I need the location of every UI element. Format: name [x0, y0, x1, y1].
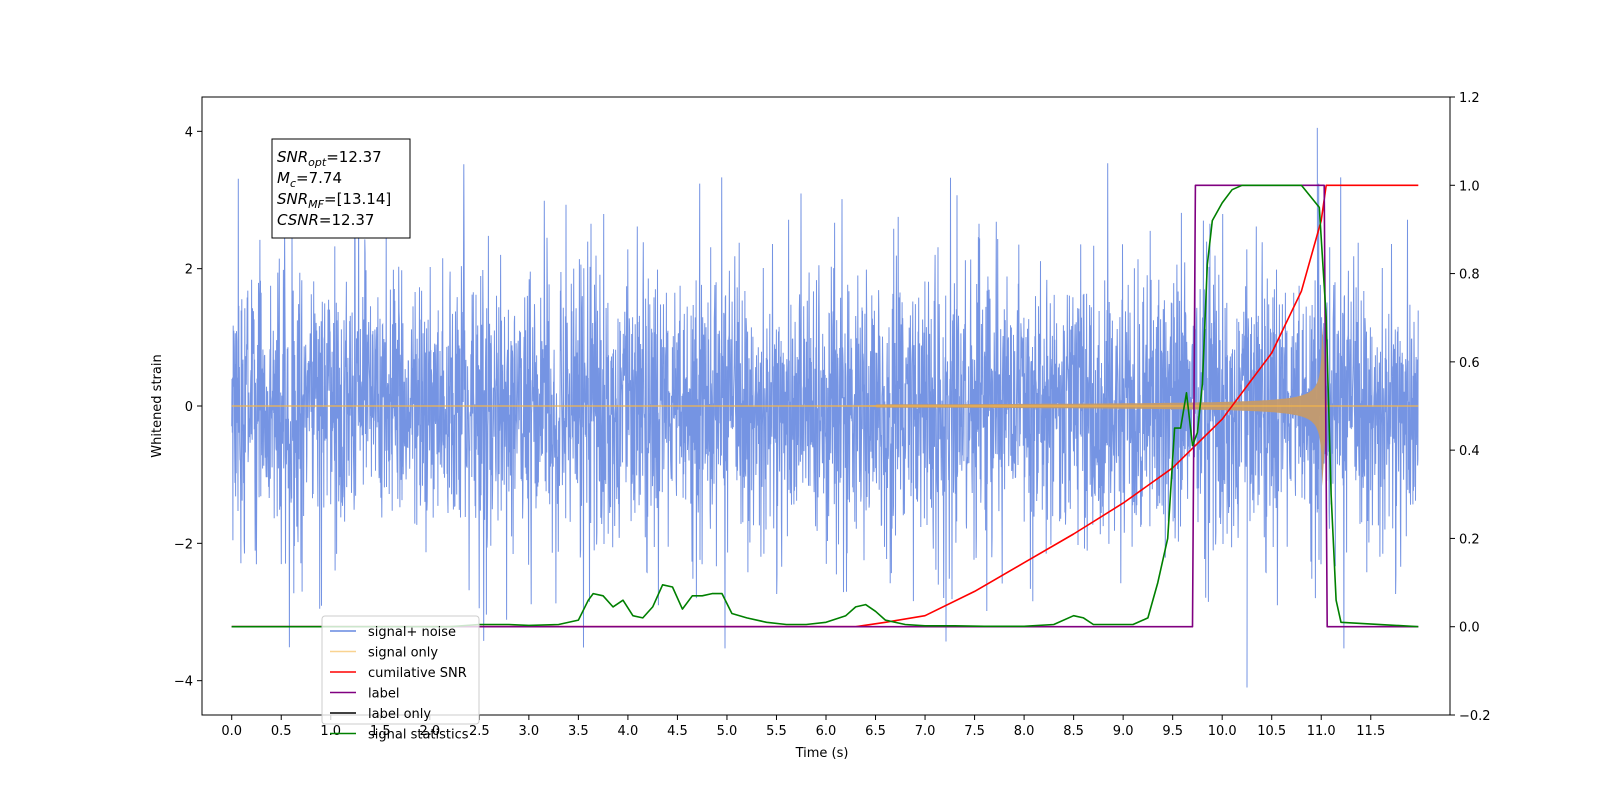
legend: signal+ noise signal only cumilative SNR la…	[321, 615, 480, 743]
y-left-tick-label: 2	[185, 263, 193, 278]
y-left-tick-label: −2	[174, 537, 193, 552]
legend-label: label only	[368, 707, 431, 722]
y-right-tick-label: −0.2	[1459, 709, 1491, 724]
annotation-symbol: CSNR	[277, 211, 319, 229]
annotation-frame	[271, 138, 411, 239]
x-tick-label: 8.0	[1014, 724, 1035, 739]
x-tick-label: 3.0	[519, 724, 540, 739]
legend-frame	[321, 615, 480, 725]
annotation-symbol: M	[277, 169, 290, 187]
x-tick-label: 1.0	[320, 724, 341, 739]
x-tick-label: 2.5	[469, 724, 490, 739]
y-right-tick-label: 1.0	[1459, 179, 1480, 194]
y-right-tick-label: 0.0	[1459, 621, 1480, 636]
y-right-tick-label: 0.8	[1459, 268, 1480, 283]
x-tick-label: 11.0	[1307, 724, 1336, 739]
y-right-tick-label: 0.2	[1459, 532, 1480, 547]
annotation-symbol: SNR	[277, 148, 308, 166]
stats-annotation-box: SNRopt=12.37Mc=7.74SNRMF=[13.14]CSNR=12.…	[271, 138, 411, 239]
x-tick-label: 5.0	[717, 724, 738, 739]
x-tick-label: 6.0	[816, 724, 837, 739]
x-tick-label: 5.5	[766, 724, 787, 739]
annotation-subscript: MF	[308, 198, 324, 211]
x-tick-label: 4.0	[618, 724, 639, 739]
y-axis-right: −0.2 0.0 0.2 0.4 0.6 0.8 1.0 1.2	[1450, 91, 1491, 724]
annotation-value: =7.74	[296, 169, 342, 187]
y-left-tick-label: 4	[185, 125, 193, 140]
x-tick-label: 7.0	[915, 724, 936, 739]
annotation-line: CSNR=12.37	[277, 211, 374, 229]
x-tick-label: 6.5	[865, 724, 886, 739]
y-axis-label: Whitened strain	[150, 354, 165, 457]
x-tick-label: 0.5	[271, 724, 292, 739]
y-axis-left: −4 −2 0 2 4	[174, 125, 202, 690]
series-layer	[231, 127, 1419, 688]
y-right-tick-label: 1.2	[1459, 91, 1480, 106]
y-right-tick-label: 0.4	[1459, 444, 1480, 459]
x-tick-label: 9.0	[1113, 724, 1134, 739]
legend-label: cumilative SNR	[368, 666, 467, 681]
legend-label: signal statistics	[368, 728, 469, 743]
x-tick-label: 0.0	[221, 724, 242, 739]
x-axis-label: Time (s)	[795, 746, 849, 761]
x-tick-label: 4.5	[667, 724, 688, 739]
annotation-value: =[13.14]	[324, 190, 391, 208]
x-tick-label: 3.5	[568, 724, 589, 739]
y-left-tick-label: 0	[185, 400, 193, 415]
annotation-subscript: opt	[308, 156, 327, 169]
annotation-value: =12.37	[319, 211, 375, 229]
legend-label: label	[368, 687, 399, 702]
x-tick-label: 2.0	[419, 724, 440, 739]
annotation-subscript: c	[290, 177, 296, 190]
annotation-line: Mc=7.74	[277, 169, 342, 190]
x-axis: 0.0 0.5 1.0 1.5 2.0 2.5 3.0 3.5 4.0 4.5 5.0 5.5 6.0 6…	[221, 715, 1385, 739]
x-tick-label: 8.5	[1063, 724, 1084, 739]
x-tick-label: 10.5	[1257, 724, 1286, 739]
y-left-tick-label: −4	[174, 675, 193, 690]
x-tick-label: 11.5	[1356, 724, 1385, 739]
x-tick-label: 7.5	[964, 724, 985, 739]
annotation-line: SNRMF=[13.14]	[277, 190, 391, 211]
series-cumilative-snr	[231, 184, 1419, 628]
legend-label: signal+ noise	[368, 625, 456, 640]
x-tick-label: 10.0	[1208, 724, 1237, 739]
annotation-line: SNRopt=12.37	[277, 148, 382, 169]
annotation-symbol: SNR	[277, 190, 308, 208]
series-signal-statistics	[231, 184, 1419, 628]
y-right-tick-label: 0.6	[1459, 356, 1480, 371]
series-signal-noise	[231, 127, 1419, 688]
x-tick-label: 1.5	[370, 724, 391, 739]
annotation-value: =12.37	[326, 148, 382, 166]
legend-label: signal only	[368, 646, 438, 661]
x-tick-label: 9.5	[1162, 724, 1183, 739]
